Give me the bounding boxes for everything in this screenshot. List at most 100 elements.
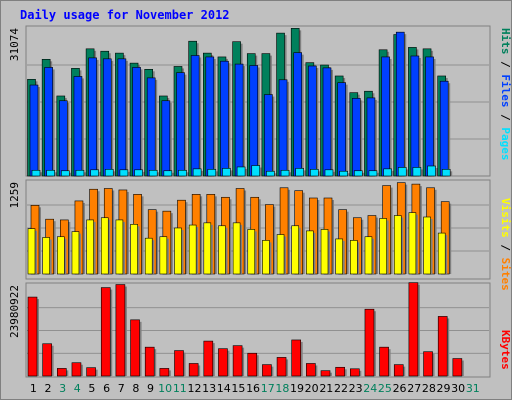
x-label-1: 1	[30, 382, 37, 395]
x-label-12: 12	[187, 382, 201, 395]
kbytes-bar-1	[27, 296, 39, 377]
files-bar-3	[58, 100, 70, 177]
kbytes-bar-10	[159, 368, 171, 377]
visits-bar-1	[27, 228, 37, 275]
pages-bar-8	[134, 169, 145, 177]
kbytes-bar-20	[306, 363, 318, 377]
x-label-27: 27	[407, 382, 421, 395]
hits-legend: Hits / Files / Pages	[499, 28, 512, 161]
visits-bar-24	[364, 236, 374, 275]
files-bar-18	[278, 79, 290, 177]
kbytes-bar-15	[232, 345, 245, 377]
kbytes-bar-22	[335, 366, 347, 377]
pages-bar-3	[60, 170, 72, 177]
pages-bar-1	[31, 169, 42, 177]
files-bar-23	[351, 98, 363, 177]
pages-bar-16	[251, 165, 262, 177]
kbytes-bar-8	[130, 319, 142, 377]
files-bar-20	[308, 65, 319, 177]
x-label-23: 23	[349, 382, 363, 395]
x-label-22: 22	[334, 382, 348, 395]
visits-bar-10	[159, 236, 169, 275]
pages-bar-7	[119, 169, 130, 177]
legend-kbytes: KBytes	[499, 330, 512, 370]
visits-legend: Visits / Sites	[499, 198, 512, 291]
kbytes-bar-12	[188, 363, 201, 377]
x-label-16: 16	[246, 382, 260, 395]
visits-bar-14	[218, 225, 228, 275]
x-label-4: 4	[74, 382, 81, 395]
legend-files: Files	[499, 74, 512, 107]
x-label-18: 18	[275, 382, 289, 395]
kbytes-bar-18	[276, 357, 289, 377]
x-label-17: 17	[261, 382, 275, 395]
visits-bar-17	[262, 240, 272, 275]
kbytes-bar-23	[349, 368, 362, 377]
files-bar-12	[190, 55, 202, 177]
pages-bar-17	[266, 170, 277, 177]
pages-bar-27	[412, 167, 423, 177]
files-bar-22	[337, 82, 348, 177]
visits-bar-20	[306, 230, 316, 275]
x-label-5: 5	[88, 382, 95, 395]
x-label-14: 14	[217, 382, 231, 395]
visits-bar-16	[247, 229, 257, 275]
x-label-8: 8	[132, 382, 139, 395]
kbytes-bar-19	[291, 339, 303, 377]
pages-bar-20	[310, 169, 321, 177]
kbytes-bar-21	[320, 370, 332, 377]
files-bar-11	[176, 72, 187, 177]
x-axis-labels: 1 2 3 4 5 6 7 8 9 10 11 12 13 14 15 16 17 18 19 20 21 22 23 24 2…	[30, 382, 480, 395]
visits-bar-29	[437, 232, 448, 275]
pages-bar-12	[192, 168, 204, 177]
kbytes-bar-5	[86, 367, 98, 377]
kbytes-bar-17	[262, 364, 274, 377]
files-bar-16	[249, 65, 260, 177]
x-label-20: 20	[305, 382, 319, 395]
pages-bar-21	[324, 169, 335, 177]
chart-title: Daily usage for November 2012	[20, 8, 230, 22]
x-label-30: 30	[451, 382, 465, 395]
pages-bar-2	[46, 169, 57, 177]
files-bar-19	[293, 52, 304, 177]
visits-bar-4	[71, 231, 81, 275]
files-bar-26	[395, 31, 407, 177]
pages-bar-18	[280, 169, 292, 177]
legend-pages: Pages	[499, 127, 512, 160]
visits-bar-28	[423, 216, 433, 275]
pages-bar-9	[148, 169, 160, 177]
files-bar-24	[366, 97, 377, 177]
x-label-10: 10	[158, 382, 172, 395]
visits-bar-22	[335, 238, 345, 275]
visits-bar-19	[291, 225, 301, 275]
visits-bar-21	[320, 229, 330, 275]
visits-bar-5	[86, 219, 96, 275]
files-bar-6	[102, 58, 114, 177]
pages-bar-11	[178, 169, 189, 177]
kbytes-bar-2	[42, 343, 54, 377]
visits-bar-11	[174, 227, 184, 275]
files-bar-13	[205, 56, 216, 177]
kbytes-bar-24	[364, 308, 376, 377]
x-label-19: 19	[290, 382, 304, 395]
x-label-15: 15	[231, 382, 245, 395]
x-label-24: 24	[363, 382, 377, 395]
kbytes-bar-27	[408, 282, 420, 377]
kbytes-bar-29	[437, 316, 450, 377]
bars	[27, 28, 464, 377]
kbytes-bar-13	[203, 340, 215, 377]
pages-bar-22	[339, 170, 350, 177]
x-label-29: 29	[437, 382, 451, 395]
kbytes-bar-26	[393, 364, 406, 377]
visits-bar-3	[56, 236, 67, 275]
pages-bar-24	[368, 170, 379, 177]
pages-bar-15	[236, 166, 248, 177]
files-bar-21	[322, 67, 333, 177]
files-bar-28	[425, 56, 436, 177]
pages-bar-14	[222, 168, 233, 177]
visits-bar-26	[393, 215, 404, 275]
kbytes-bar-3	[56, 368, 69, 377]
visits-bar-13	[203, 222, 213, 275]
kbytes-bar-6	[100, 287, 113, 377]
